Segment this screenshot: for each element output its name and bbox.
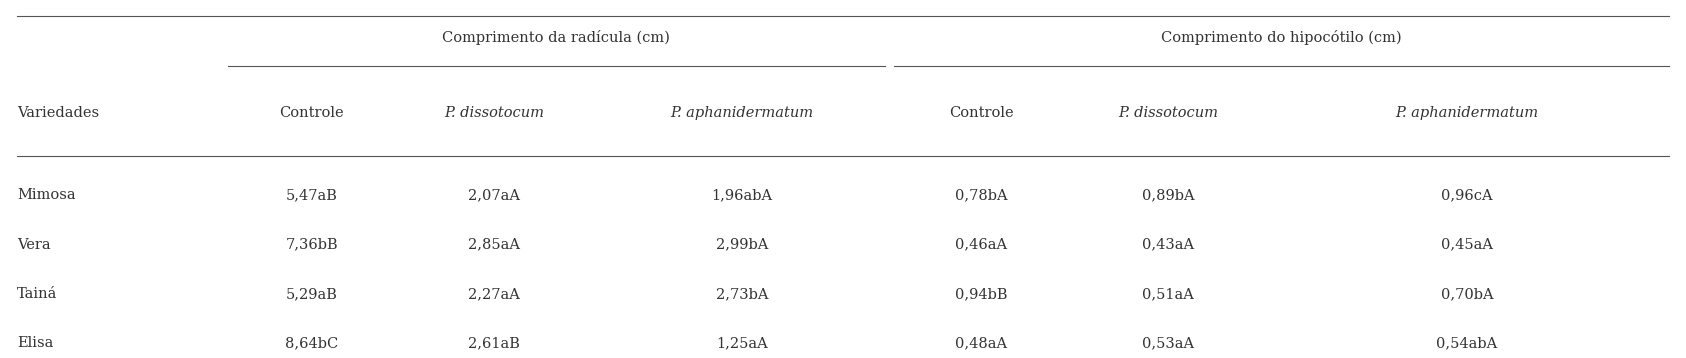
Text: 5,47aB: 5,47aB [287,188,337,202]
Text: Comprimento da radícula (cm): Comprimento da radícula (cm) [442,30,671,45]
Text: Tainá: Tainá [17,287,57,301]
Text: 0,46aA: 0,46aA [956,237,1007,252]
Text: 2,73bA: 2,73bA [715,287,769,301]
Text: 1,96abA: 1,96abA [711,188,772,202]
Text: 0,51aA: 0,51aA [1143,287,1194,301]
Text: 0,53aA: 0,53aA [1143,336,1194,350]
Text: 8,64bC: 8,64bC [285,336,339,350]
Text: P. aphanidermatum: P. aphanidermatum [671,106,813,120]
Text: 0,78bA: 0,78bA [954,188,1008,202]
Text: 0,96cA: 0,96cA [1442,188,1492,202]
Text: 2,27aA: 2,27aA [469,287,519,301]
Text: 2,07aA: 2,07aA [469,188,519,202]
Text: 0,89bA: 0,89bA [1141,188,1195,202]
Text: 0,70bA: 0,70bA [1440,287,1494,301]
Text: 0,94bB: 0,94bB [954,287,1008,301]
Text: Mimosa: Mimosa [17,188,76,202]
Text: P. dissotocum: P. dissotocum [443,106,545,120]
Text: Controle: Controle [280,106,344,120]
Text: 2,85aA: 2,85aA [469,237,519,252]
Text: 5,29aB: 5,29aB [287,287,337,301]
Text: Variedades: Variedades [17,106,99,120]
Text: 0,45aA: 0,45aA [1442,237,1492,252]
Text: 1,25aA: 1,25aA [717,336,767,350]
Text: 0,43aA: 0,43aA [1143,237,1194,252]
Text: 2,61aB: 2,61aB [469,336,519,350]
Text: 7,36bB: 7,36bB [285,237,339,252]
Text: 2,99bA: 2,99bA [715,237,769,252]
Text: Elisa: Elisa [17,336,54,350]
Text: 0,48aA: 0,48aA [956,336,1007,350]
Text: 0,54abA: 0,54abA [1436,336,1497,350]
Text: Controle: Controle [949,106,1013,120]
Text: P. dissotocum: P. dissotocum [1118,106,1219,120]
Text: P. aphanidermatum: P. aphanidermatum [1396,106,1538,120]
Text: Comprimento do hipocótilo (cm): Comprimento do hipocótilo (cm) [1162,30,1401,45]
Text: Vera: Vera [17,237,51,252]
